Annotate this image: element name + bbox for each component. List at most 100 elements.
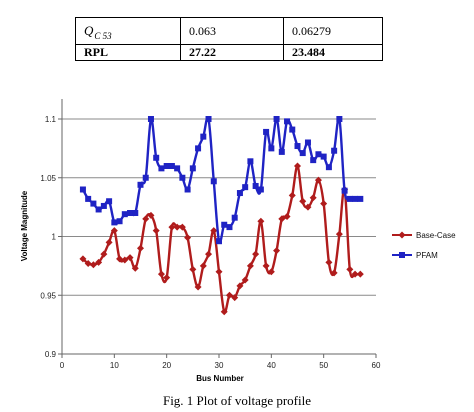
x-tick-label: 10 <box>110 361 119 370</box>
x-tick-label: 0 <box>60 361 65 370</box>
data-point <box>289 126 296 133</box>
chart-axes <box>58 99 377 358</box>
y-axis-label: Voltage Magnitude <box>20 190 29 261</box>
data-point <box>100 250 108 258</box>
data-point <box>79 186 86 193</box>
data-point <box>310 157 317 164</box>
legend-label: Base-Case <box>416 231 456 240</box>
data-point <box>262 262 270 270</box>
data-point <box>341 187 348 194</box>
data-point <box>215 268 223 276</box>
data-point <box>100 202 107 209</box>
data-point <box>225 291 233 299</box>
data-point <box>283 213 291 221</box>
chart-tick-labels: 0.9 0.95 1 1.05 1.1 0 10 20 30 40 50 60 <box>40 115 381 370</box>
y-tick-label: 0.95 <box>40 291 56 300</box>
data-point <box>309 194 317 202</box>
legend-item: Base-Case <box>392 231 456 240</box>
data-point <box>331 147 338 154</box>
data-point <box>194 283 202 291</box>
data-point <box>231 214 238 221</box>
data-point <box>111 219 118 226</box>
data-point <box>315 151 322 158</box>
data-point <box>357 195 364 202</box>
y-tick-label: 1.1 <box>45 115 57 124</box>
data-point <box>89 261 97 269</box>
y-tick-label: 1 <box>52 233 57 242</box>
data-point <box>163 163 170 169</box>
data-point <box>210 227 218 235</box>
data-point <box>284 118 291 125</box>
y-tick-label: 0.9 <box>45 350 57 359</box>
data-point <box>263 128 270 135</box>
data-point <box>236 190 243 197</box>
data-point <box>90 200 97 207</box>
data-point <box>320 153 327 160</box>
data-point <box>294 162 301 170</box>
data-point <box>325 258 333 266</box>
data-point <box>299 150 306 157</box>
data-point <box>352 195 359 202</box>
data-point <box>168 163 175 169</box>
data-point <box>178 223 186 231</box>
data-point <box>278 215 286 223</box>
data-point <box>142 174 149 181</box>
data-point <box>147 211 155 219</box>
rpl-value-2: 23.484 <box>283 44 383 61</box>
data-point <box>153 154 160 161</box>
voltage-profile-chart: 0.9 0.95 1 1.05 1.1 0 10 20 30 40 50 60 Voltage Mag… <box>20 99 456 383</box>
x-tick-label: 40 <box>267 361 276 370</box>
qc53-subscript: C 53 <box>94 31 112 41</box>
data-point <box>126 254 134 262</box>
data-point <box>85 195 92 202</box>
data-point <box>168 223 176 231</box>
data-point <box>220 308 228 316</box>
results-table: QC 53 0.063 0.06279 RPL 27.22 23.484 <box>75 17 383 61</box>
data-point <box>288 191 296 199</box>
data-point <box>179 174 186 181</box>
data-point <box>84 260 92 268</box>
data-point <box>131 264 139 272</box>
data-point <box>189 165 196 172</box>
data-point <box>95 206 102 213</box>
data-point <box>116 218 123 225</box>
data-point <box>142 215 150 223</box>
data-point <box>95 258 103 266</box>
data-point <box>137 244 144 252</box>
data-point <box>189 265 197 273</box>
data-point <box>137 181 144 188</box>
table-row: QC 53 0.063 0.06279 <box>75 17 383 45</box>
data-point <box>205 116 212 122</box>
data-point <box>346 265 354 273</box>
data-point <box>184 234 192 242</box>
qc53-symbol: Q <box>84 23 94 38</box>
data-point <box>335 230 343 238</box>
data-point <box>216 238 222 245</box>
x-axis-label: Bus Number <box>196 374 244 383</box>
series-2 <box>79 116 364 245</box>
x-tick-label: 60 <box>372 361 381 370</box>
data-point <box>199 262 207 270</box>
legend-swatch-marker <box>399 252 405 258</box>
data-point <box>116 255 124 263</box>
data-point <box>184 186 191 193</box>
data-point <box>79 255 87 263</box>
data-point <box>158 165 165 172</box>
qc53-value-2: 0.06279 <box>283 17 383 45</box>
data-point <box>226 224 233 231</box>
data-point <box>121 211 128 218</box>
chart-legend: Base-Case PFAM <box>392 231 456 260</box>
qc53-value-1: 0.063 <box>180 17 284 45</box>
data-point <box>336 116 343 122</box>
data-point <box>205 250 213 258</box>
data-point <box>152 227 160 235</box>
data-point <box>330 269 338 277</box>
data-point <box>195 145 202 152</box>
data-point <box>257 217 265 225</box>
data-point <box>127 210 134 216</box>
data-point <box>147 116 154 122</box>
data-point <box>110 227 118 235</box>
legend-item: PFAM <box>392 251 438 260</box>
legend-label: PFAM <box>416 251 438 260</box>
data-point <box>273 247 281 255</box>
